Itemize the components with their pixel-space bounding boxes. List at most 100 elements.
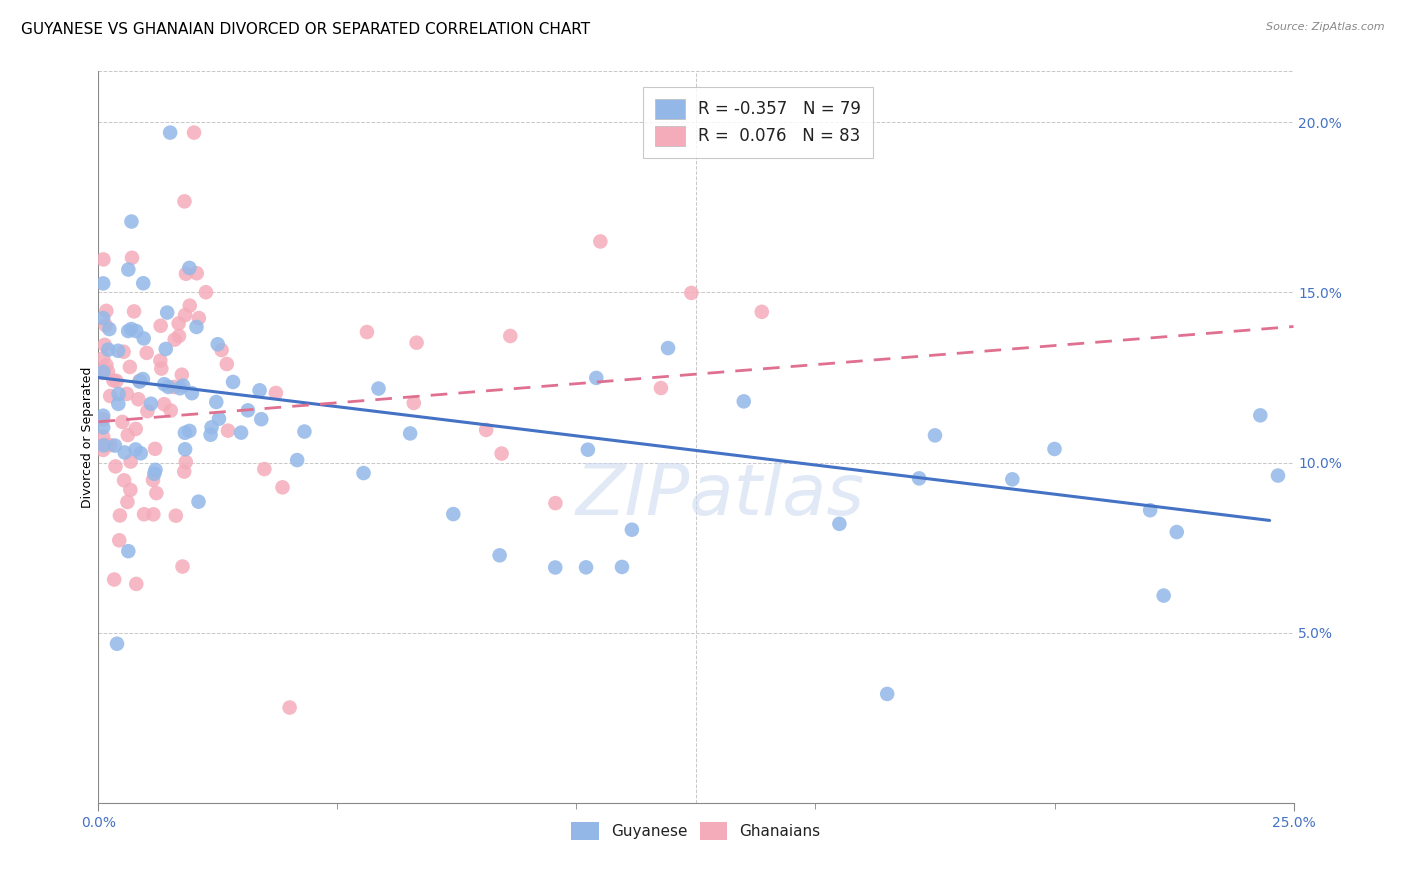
- Point: [145, 463, 167, 477]
- Point: [200, 420, 222, 434]
- Point: [91, 365, 114, 379]
- Point: [117, 544, 139, 558]
- Point: [183, 126, 205, 140]
- Point: [118, 359, 141, 374]
- Point: [174, 455, 197, 469]
- Point: [650, 381, 672, 395]
- Point: [145, 486, 167, 500]
- Point: [585, 371, 607, 385]
- Point: [294, 425, 316, 439]
- Point: [104, 439, 127, 453]
- Point: [1267, 468, 1289, 483]
- Point: [105, 374, 128, 388]
- Point: [1166, 524, 1188, 539]
- Point: [657, 341, 679, 355]
- Point: [143, 442, 166, 456]
- Point: [132, 372, 155, 386]
- Point: [94, 318, 117, 333]
- Point: [132, 277, 155, 291]
- Point: [91, 442, 114, 457]
- Point: [91, 420, 114, 434]
- Point: [157, 380, 180, 394]
- Point: [187, 494, 209, 508]
- Point: [253, 462, 276, 476]
- Point: [217, 424, 239, 438]
- Point: [1001, 472, 1024, 486]
- Point: [128, 374, 150, 388]
- Point: [169, 381, 191, 395]
- Point: [91, 366, 114, 380]
- Point: [117, 324, 139, 338]
- Point: [205, 395, 228, 409]
- Point: [828, 516, 851, 531]
- Point: [179, 299, 201, 313]
- Point: [488, 549, 510, 563]
- Point: [129, 446, 152, 460]
- Point: [211, 343, 233, 357]
- Point: [97, 343, 120, 357]
- Point: [173, 194, 195, 209]
- Point: [91, 409, 114, 423]
- Point: [179, 260, 201, 275]
- Point: [127, 392, 149, 407]
- Point: [96, 304, 118, 318]
- Point: [908, 471, 931, 485]
- Point: [93, 338, 115, 352]
- Point: [108, 533, 131, 548]
- Point: [96, 358, 118, 372]
- Point: [249, 384, 271, 398]
- Point: [105, 637, 128, 651]
- Point: [121, 251, 143, 265]
- Point: [207, 337, 229, 351]
- Point: [132, 507, 155, 521]
- Point: [620, 523, 643, 537]
- Point: [187, 311, 209, 326]
- Point: [575, 560, 598, 574]
- Point: [155, 342, 177, 356]
- Point: [751, 305, 773, 319]
- Text: GUYANESE VS GHANAIAN DIVORCED OR SEPARATED CORRELATION CHART: GUYANESE VS GHANAIAN DIVORCED OR SEPARAT…: [21, 22, 591, 37]
- Legend: Guyanese, Ghanaians: Guyanese, Ghanaians: [565, 815, 827, 847]
- Point: [150, 361, 173, 376]
- Point: [91, 311, 114, 326]
- Point: [278, 700, 301, 714]
- Point: [173, 465, 195, 479]
- Point: [125, 324, 148, 338]
- Point: [159, 126, 181, 140]
- Point: [107, 387, 129, 401]
- Point: [125, 577, 148, 591]
- Point: [93, 252, 115, 267]
- Point: [142, 508, 165, 522]
- Point: [215, 357, 238, 371]
- Point: [167, 317, 190, 331]
- Point: [128, 375, 150, 389]
- Point: [208, 411, 231, 425]
- Point: [356, 325, 378, 339]
- Point: [499, 329, 522, 343]
- Point: [111, 415, 134, 429]
- Point: [475, 423, 498, 437]
- Point: [174, 308, 197, 322]
- Point: [142, 473, 165, 487]
- Point: [876, 687, 898, 701]
- Point: [91, 277, 114, 291]
- Point: [236, 403, 259, 417]
- Point: [104, 459, 127, 474]
- Point: [576, 442, 599, 457]
- Point: [491, 446, 513, 460]
- Point: [544, 496, 567, 510]
- Text: ZIPatlas: ZIPatlas: [575, 461, 865, 530]
- Point: [733, 394, 755, 409]
- Point: [108, 508, 131, 523]
- Point: [153, 397, 176, 411]
- Point: [98, 389, 121, 403]
- Point: [97, 364, 120, 378]
- Point: [103, 573, 125, 587]
- Point: [132, 331, 155, 345]
- Point: [107, 397, 129, 411]
- Y-axis label: Divorced or Separated: Divorced or Separated: [80, 367, 94, 508]
- Point: [353, 466, 375, 480]
- Point: [186, 320, 208, 334]
- Point: [120, 322, 142, 336]
- Point: [98, 322, 121, 336]
